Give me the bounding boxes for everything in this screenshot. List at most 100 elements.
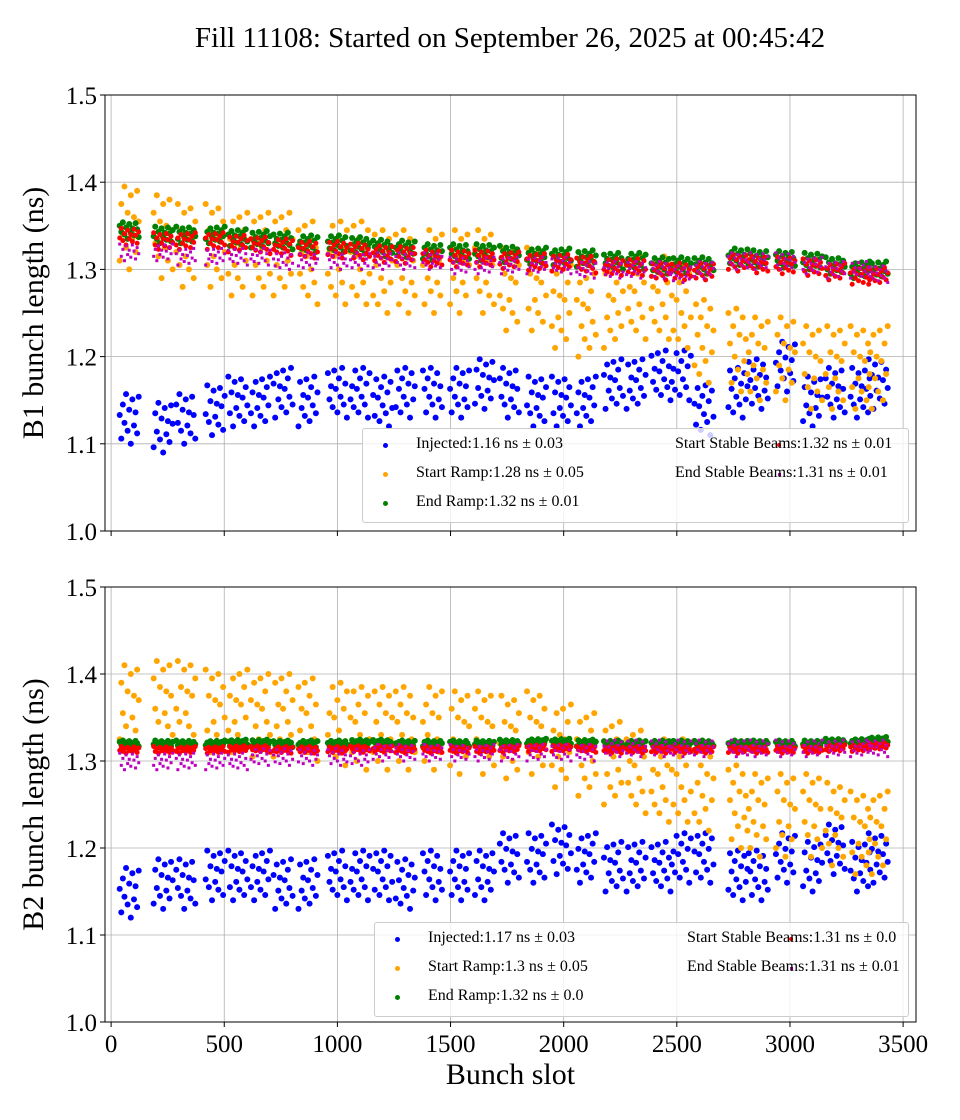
data-point	[127, 248, 131, 252]
data-point	[552, 784, 559, 791]
data-point	[687, 788, 694, 795]
data-point	[236, 412, 243, 419]
data-point	[564, 865, 571, 872]
data-point	[288, 731, 295, 738]
data-point	[588, 418, 595, 425]
data-point	[761, 801, 768, 808]
data-point	[814, 745, 818, 749]
data-point	[573, 410, 580, 417]
data-point	[234, 227, 241, 234]
data-point	[855, 273, 859, 277]
data-point	[283, 236, 289, 242]
data-point	[163, 243, 167, 247]
data-point	[618, 276, 622, 280]
data-point	[413, 757, 417, 761]
data-point	[676, 738, 680, 742]
data-point	[542, 755, 546, 759]
data-point	[763, 374, 770, 381]
data-point	[586, 269, 590, 273]
data-point	[168, 233, 174, 239]
data-point	[395, 877, 402, 884]
data-point	[284, 263, 288, 267]
data-point	[865, 830, 872, 837]
data-point	[179, 283, 186, 290]
data-point	[686, 397, 693, 404]
data-point	[508, 250, 514, 256]
data-point	[581, 391, 588, 398]
data-point	[503, 380, 510, 387]
data-point	[783, 744, 787, 748]
data-point	[533, 275, 540, 282]
data-point	[884, 384, 891, 391]
data-point	[384, 766, 391, 773]
data-point	[268, 248, 272, 252]
data-point	[221, 858, 228, 865]
data-point	[364, 227, 371, 234]
data-point	[312, 410, 319, 417]
data-point	[124, 753, 128, 757]
data-point	[216, 850, 223, 857]
data-point	[260, 756, 264, 760]
data-point	[373, 376, 380, 383]
data-point	[189, 858, 196, 865]
data-point	[380, 248, 386, 254]
data-point	[353, 385, 360, 392]
data-point	[665, 363, 672, 370]
data-point	[389, 252, 393, 256]
data-point	[298, 748, 302, 752]
data-point	[482, 756, 486, 760]
data-point	[424, 275, 431, 282]
data-point	[185, 266, 192, 273]
data-point	[374, 868, 381, 875]
data-point	[304, 260, 308, 264]
data-point	[687, 260, 694, 267]
data-point	[681, 830, 688, 837]
data-point	[662, 797, 669, 804]
data-point	[671, 753, 675, 757]
data-point	[604, 314, 611, 321]
data-point	[229, 757, 233, 761]
data-point	[498, 692, 505, 699]
data-point	[184, 887, 191, 894]
data-point	[270, 380, 277, 387]
data-point	[370, 292, 377, 299]
data-point	[814, 262, 818, 266]
data-point	[211, 243, 217, 249]
data-point	[860, 327, 867, 334]
data-point	[310, 244, 316, 250]
data-point	[384, 238, 391, 245]
data-point	[450, 275, 457, 282]
data-point	[583, 714, 590, 721]
data-point	[471, 705, 478, 712]
data-point	[228, 389, 235, 396]
data-point	[364, 753, 368, 757]
data-point	[833, 810, 840, 817]
data-point	[642, 270, 646, 274]
data-point	[187, 261, 191, 265]
data-point	[506, 296, 513, 303]
data-point	[342, 762, 349, 769]
data-point	[227, 234, 233, 240]
data-point	[559, 270, 563, 274]
data-point	[190, 412, 197, 419]
data-point	[833, 260, 837, 264]
data-point	[373, 850, 380, 857]
data-point	[807, 749, 811, 753]
data-point	[689, 739, 693, 743]
data-point	[633, 748, 637, 752]
data-point	[750, 750, 754, 754]
data-point	[626, 387, 633, 394]
data-point	[215, 261, 219, 265]
data-point	[515, 874, 522, 881]
data-point	[281, 877, 288, 884]
data-point	[564, 742, 568, 746]
data-point	[334, 747, 338, 751]
data-point	[462, 241, 469, 248]
data-point	[656, 748, 660, 752]
data-point	[693, 421, 700, 428]
data-point	[135, 393, 142, 400]
data-point	[358, 393, 365, 400]
data-point	[857, 870, 864, 877]
data-point	[314, 757, 318, 761]
data-point	[827, 261, 831, 265]
